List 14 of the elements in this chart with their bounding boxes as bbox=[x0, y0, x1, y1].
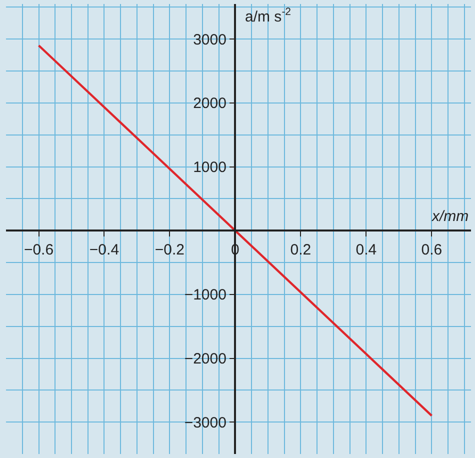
y-tick-label: −2000 bbox=[184, 350, 226, 368]
x-axis-title: x/mm bbox=[431, 208, 469, 225]
y-tick-label: 2000 bbox=[193, 95, 226, 112]
x-tick-label: 0.6 bbox=[421, 241, 442, 258]
x-tick-label: −0.4 bbox=[89, 241, 120, 258]
y-tick-label: −1000 bbox=[184, 286, 226, 304]
y-axis-title: a/m s$^{-2}$ bbox=[245, 6, 292, 26]
x-tick-label: 0.4 bbox=[356, 241, 377, 258]
y-tick-label: 3000 bbox=[193, 31, 226, 48]
x-tick-label: −0.6 bbox=[24, 241, 54, 258]
x-tick-label: 0.2 bbox=[290, 241, 312, 258]
x-tick-label: −0.2 bbox=[154, 241, 185, 258]
y-tick-label: 1000 bbox=[193, 159, 226, 176]
y-tick-label: −3000 bbox=[184, 414, 226, 432]
